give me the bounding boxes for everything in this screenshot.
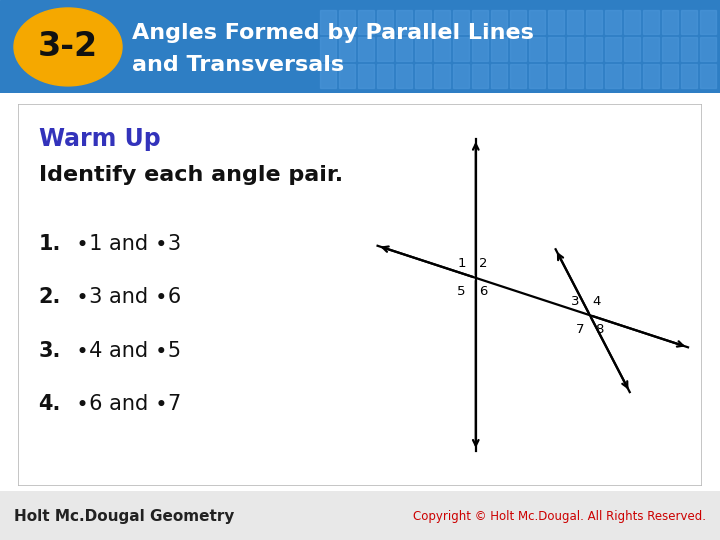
Bar (339, 37, 355, 61)
Bar (548, 64, 564, 88)
Bar (586, 64, 602, 88)
Bar (491, 10, 507, 34)
Bar (567, 37, 583, 61)
Bar (320, 64, 336, 88)
Bar (339, 64, 355, 88)
Bar (320, 10, 336, 34)
Bar (510, 37, 526, 61)
Bar (396, 10, 412, 34)
Bar (510, 64, 526, 88)
Bar (662, 10, 678, 34)
Bar (605, 37, 621, 61)
Text: 4: 4 (593, 295, 601, 308)
Text: 3.: 3. (39, 341, 61, 361)
Bar (339, 10, 355, 34)
Bar (567, 64, 583, 88)
Bar (605, 10, 621, 34)
Text: 5: 5 (457, 286, 466, 299)
Bar (491, 37, 507, 61)
Bar (510, 10, 526, 34)
Bar (643, 64, 659, 88)
Bar (643, 37, 659, 61)
Bar (662, 37, 678, 61)
Bar (491, 64, 507, 88)
Bar (529, 10, 545, 34)
Bar (453, 64, 469, 88)
Bar (624, 37, 640, 61)
Bar (396, 37, 412, 61)
Text: 8: 8 (595, 323, 603, 336)
Bar (434, 10, 450, 34)
Bar (453, 10, 469, 34)
Bar (548, 10, 564, 34)
Bar (396, 64, 412, 88)
Bar (415, 10, 431, 34)
Bar (624, 10, 640, 34)
Ellipse shape (14, 8, 122, 86)
Bar (472, 64, 488, 88)
Bar (624, 64, 640, 88)
Bar (662, 64, 678, 88)
Bar (377, 37, 393, 61)
Text: 3-2: 3-2 (38, 30, 98, 63)
Bar (453, 37, 469, 61)
Bar (358, 64, 374, 88)
Bar (605, 64, 621, 88)
Text: 7: 7 (576, 323, 585, 336)
Bar (415, 64, 431, 88)
Text: 4.: 4. (39, 394, 61, 414)
Bar (358, 37, 374, 61)
Bar (434, 37, 450, 61)
Bar (529, 64, 545, 88)
Bar (472, 37, 488, 61)
Bar (377, 64, 393, 88)
Bar (700, 37, 716, 61)
Bar (700, 64, 716, 88)
Text: Warm Up: Warm Up (39, 126, 161, 151)
Text: ∙3 and ∙6: ∙3 and ∙6 (76, 287, 181, 307)
Bar (472, 10, 488, 34)
Bar (681, 64, 697, 88)
Text: 2: 2 (479, 257, 487, 271)
Text: ∙6 and ∙7: ∙6 and ∙7 (76, 394, 181, 414)
Bar (586, 37, 602, 61)
Text: Angles Formed by Parallel Lines: Angles Formed by Parallel Lines (132, 23, 534, 43)
Bar (643, 10, 659, 34)
Bar (529, 37, 545, 61)
Text: 6: 6 (479, 286, 487, 299)
Text: 2.: 2. (39, 287, 61, 307)
Text: 1: 1 (457, 257, 466, 271)
Text: 3: 3 (571, 295, 580, 308)
Text: Copyright © Holt Mc.Dougal. All Rights Reserved.: Copyright © Holt Mc.Dougal. All Rights R… (413, 510, 706, 523)
Bar (358, 10, 374, 34)
Text: 1.: 1. (39, 234, 61, 254)
Text: and Transversals: and Transversals (132, 55, 344, 75)
Bar (434, 64, 450, 88)
Bar (320, 37, 336, 61)
Bar (586, 10, 602, 34)
Bar (681, 37, 697, 61)
Bar (548, 37, 564, 61)
Text: ∙4 and ∙5: ∙4 and ∙5 (76, 341, 181, 361)
Text: Identify each angle pair.: Identify each angle pair. (39, 165, 343, 185)
Bar (700, 10, 716, 34)
Bar (567, 10, 583, 34)
Bar (681, 10, 697, 34)
Bar (415, 37, 431, 61)
Bar (377, 10, 393, 34)
Text: ∙1 and ∙3: ∙1 and ∙3 (76, 234, 181, 254)
Text: Holt Mc.Dougal Geometry: Holt Mc.Dougal Geometry (14, 509, 235, 524)
